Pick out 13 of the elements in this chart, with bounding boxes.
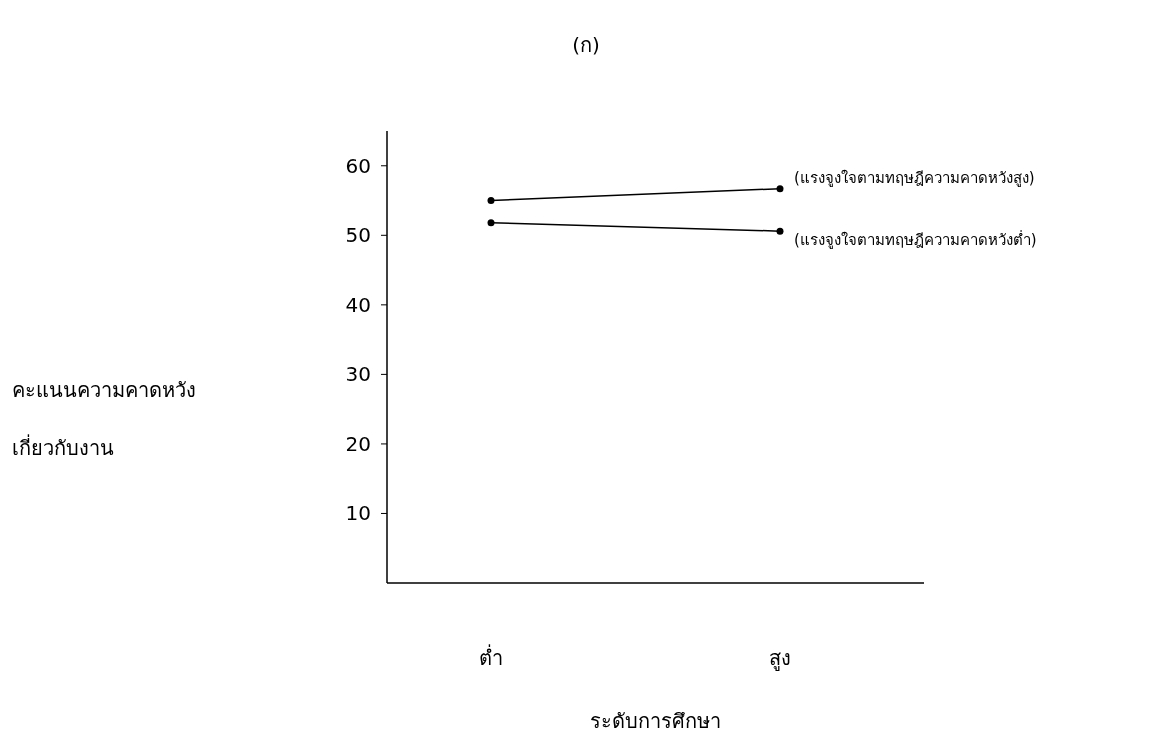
series-label: (แรงจูงใจตามทฤษฎีความคาดหวังต่ำ) bbox=[794, 229, 1037, 250]
y-tick-label: 60 bbox=[345, 153, 371, 178]
x-axis-title: ระดับการศึกษา bbox=[590, 709, 721, 733]
y-tick-label: 10 bbox=[345, 501, 371, 526]
x-tick-label: ต่ำ bbox=[479, 644, 503, 670]
text: คะแนนความคาดหวัง เกี่ยวกับงาน bbox=[12, 378, 196, 460]
chart-title: (ก) bbox=[572, 33, 600, 57]
y-tick-label: 40 bbox=[345, 292, 371, 317]
series-label: (แรงจูงใจตามทฤษฎีความคาดหวังสูง) bbox=[794, 168, 1035, 187]
y-tick-label: 20 bbox=[345, 431, 371, 456]
y-tick-label: 50 bbox=[345, 223, 371, 248]
x-tick-label: สูง bbox=[769, 646, 791, 671]
y-tick-label: 30 bbox=[345, 362, 371, 387]
